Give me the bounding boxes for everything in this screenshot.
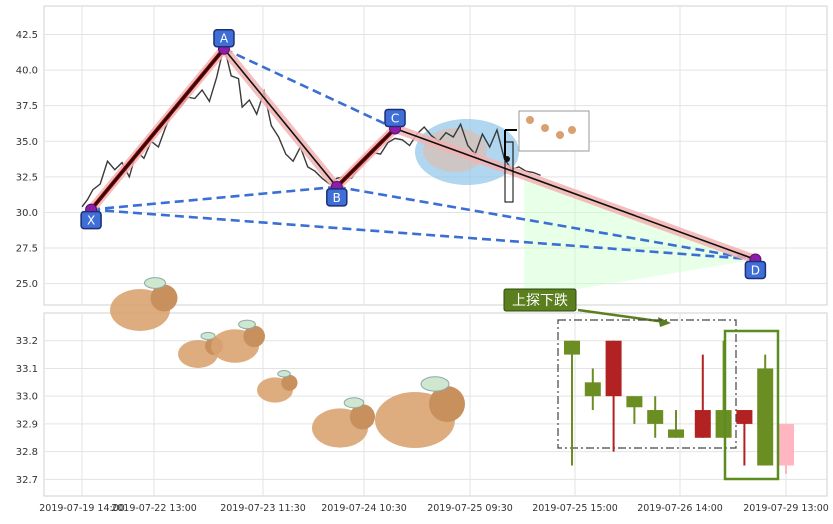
x-tick-label: 2019-07-23 11:30	[220, 503, 306, 514]
highlight-box	[723, 329, 780, 481]
candle-body	[715, 410, 732, 438]
pattern-leg-line	[336, 127, 396, 188]
pattern-dashed-line	[223, 47, 396, 130]
pattern-dashed-line	[336, 185, 756, 261]
bottom-y-tick-label: 33.2	[16, 336, 38, 347]
dog-decoration-wing	[238, 319, 256, 330]
x-tick-label: 2019-07-22 13:00	[111, 503, 197, 514]
pattern-leg-line	[223, 48, 338, 188]
dog-decoration-wing	[200, 331, 216, 341]
mini-candle-outline	[504, 141, 514, 203]
pattern-point-box	[213, 28, 235, 48]
x-tick-label: 2019-07-26 14:00	[637, 503, 723, 514]
dog-decoration-wing	[343, 397, 365, 409]
candle-body	[605, 340, 622, 397]
thumbnail-dog-dot	[556, 131, 564, 139]
thumbnail-dog-dot	[568, 126, 576, 134]
pattern-point-label: C	[391, 111, 399, 125]
dog-decoration-wing	[277, 370, 291, 378]
top-y-tick-label: 40.0	[16, 66, 38, 77]
pattern-point-box	[80, 210, 102, 230]
candle-body	[778, 423, 794, 466]
x-tick-label: 2019-07-25 15:00	[532, 503, 618, 514]
x-tick-label: 2019-07-29 13:00	[743, 503, 829, 514]
pattern-point-box	[326, 188, 348, 207]
pattern-point-label: B	[333, 191, 341, 205]
thumbnail-dog-dot	[526, 116, 534, 124]
pattern-point-label: A	[220, 32, 229, 46]
bottom-y-tick-label: 32.8	[16, 447, 38, 458]
pattern-point-label: X	[87, 214, 95, 228]
bottom-y-tick-label: 33.0	[16, 392, 38, 403]
bottom-y-tick-label: 32.9	[16, 419, 38, 430]
dog-decoration-head	[243, 325, 265, 348]
candle-body	[736, 410, 753, 424]
top-y-tick-label: 32.5	[16, 172, 38, 183]
top-y-tick-label: 37.5	[16, 101, 38, 112]
x-tick-label: 2019-07-19 14:00	[39, 503, 125, 514]
pattern-point-box	[744, 260, 767, 280]
pattern-leg-line	[90, 48, 225, 211]
dog-decoration-head	[281, 374, 298, 391]
dog-decoration-wing	[144, 277, 166, 289]
dog-decoration-head	[150, 284, 178, 312]
annotation-box	[503, 288, 577, 312]
bottom-y-tick-label: 33.1	[16, 364, 38, 375]
top-y-tick-label: 42.5	[16, 30, 38, 41]
candle-body	[668, 429, 684, 438]
pattern-point-box	[384, 108, 406, 128]
candle-body	[757, 368, 774, 466]
thumbnail-dog-dot	[541, 124, 549, 132]
top-y-tick-label: 30.0	[16, 208, 38, 219]
price-line	[81, 45, 541, 208]
candle-body	[694, 410, 711, 438]
pattern-leg-line	[394, 127, 756, 261]
annotation-text: 上探下跌	[512, 293, 568, 309]
candle-body	[626, 396, 643, 408]
candle-body	[647, 410, 664, 424]
candle-body	[564, 340, 580, 355]
selection-box	[557, 319, 737, 449]
top-y-tick-label: 27.5	[16, 244, 38, 255]
top-y-tick-label: 35.0	[16, 137, 38, 148]
x-tick-label: 2019-07-24 10:30	[321, 503, 407, 514]
bottom-y-tick-label: 32.7	[16, 475, 38, 486]
target-zone-triangle	[524, 175, 756, 298]
mini-dot	[504, 156, 510, 162]
dog-decoration-head	[429, 386, 465, 422]
pattern-point-label: D	[751, 263, 760, 277]
dog-decoration-wing	[420, 376, 450, 392]
x-tick-label: 2019-07-25 09:30	[427, 503, 513, 514]
candle-body	[584, 382, 601, 397]
top-y-tick-label: 25.0	[16, 279, 38, 290]
dog-decoration-head	[349, 404, 375, 430]
